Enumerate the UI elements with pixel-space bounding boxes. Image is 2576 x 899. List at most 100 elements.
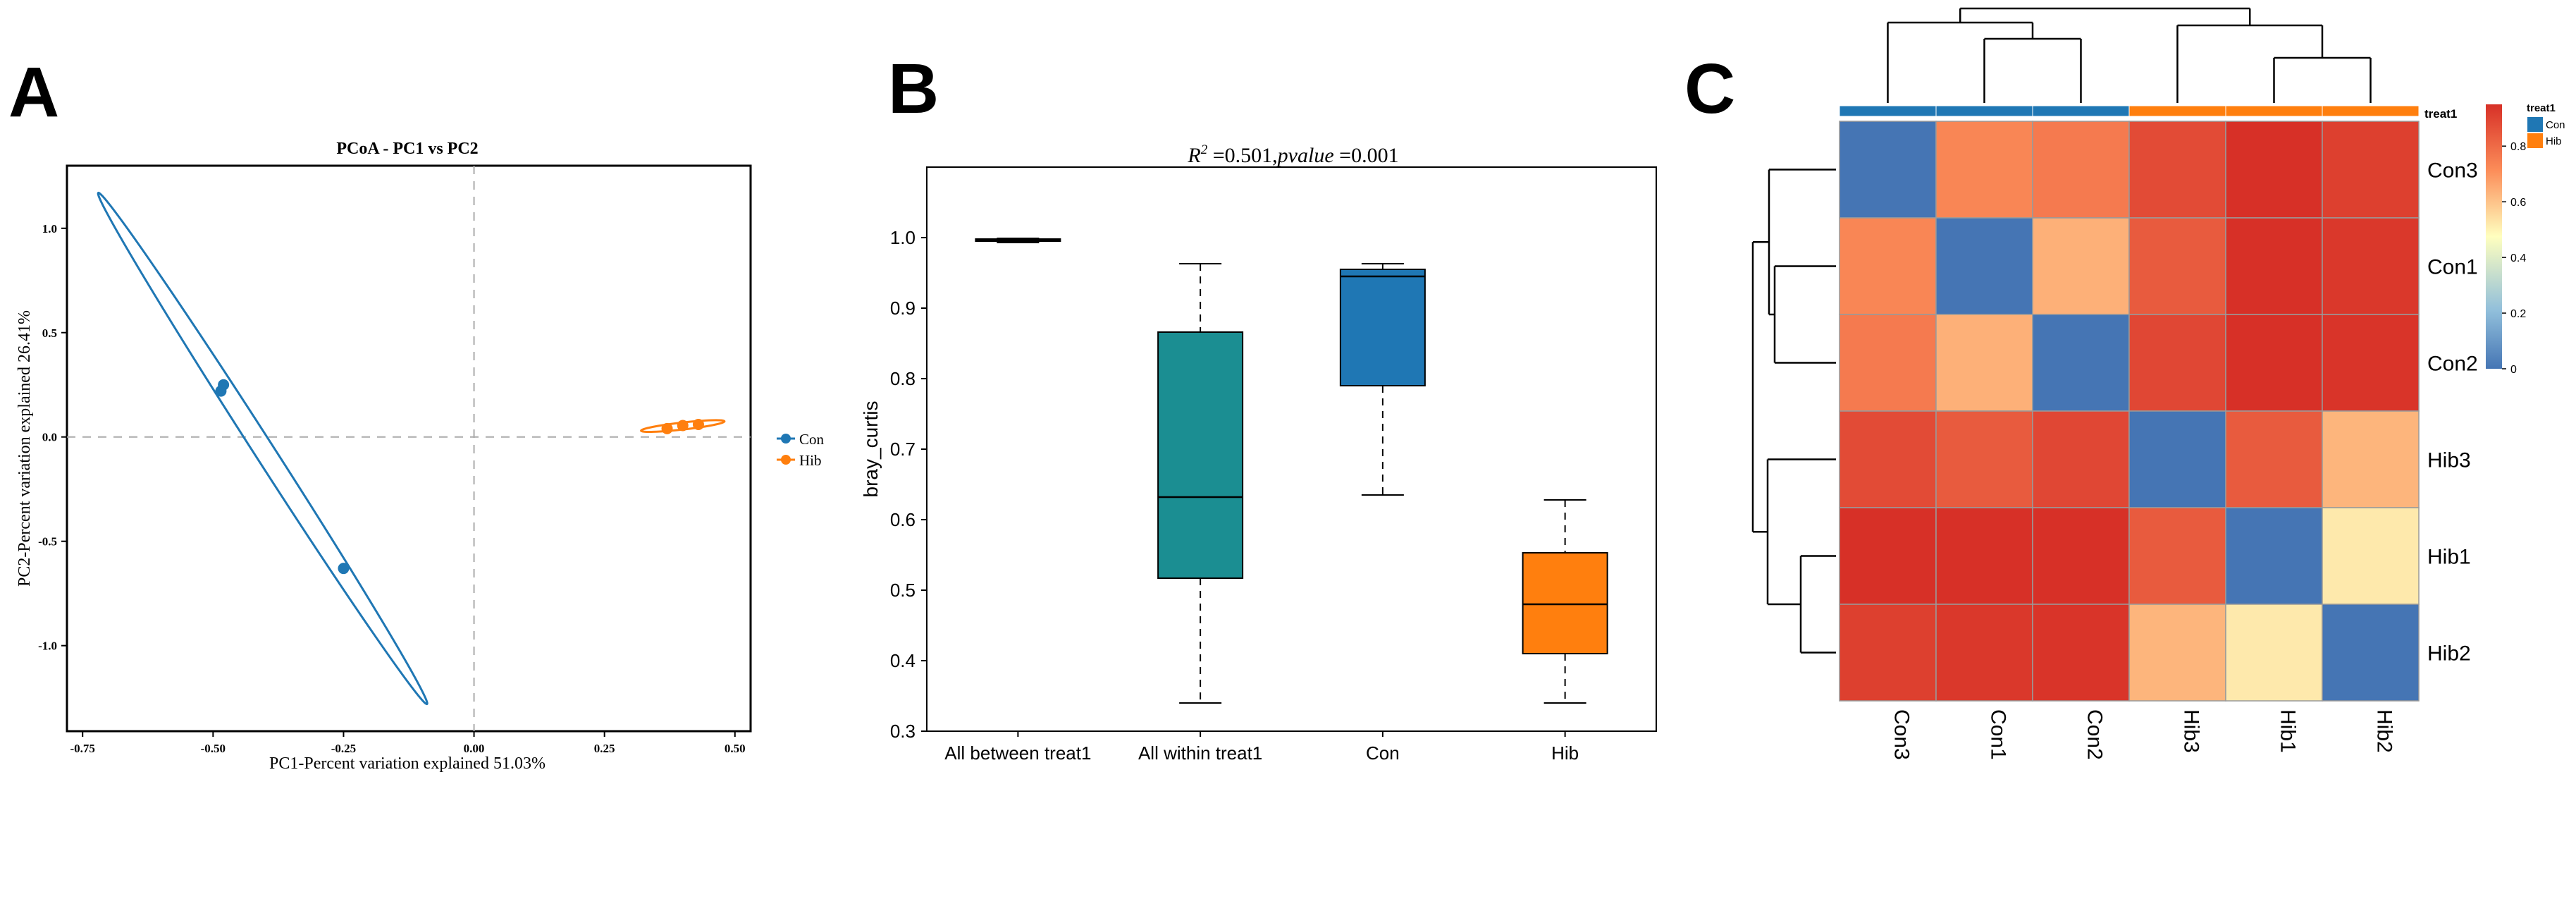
legend-hib-label: Hib xyxy=(799,452,822,469)
pcoa-ellipse-con xyxy=(97,191,429,706)
heatmap-legend-con-label: Con xyxy=(2546,119,2565,131)
pcoa-zero-lines xyxy=(67,166,751,731)
pcoa-y-tick-label: -1.0 xyxy=(38,640,57,653)
pcoa-x-tick-label: -0.50 xyxy=(201,742,226,755)
box-x-tick-label: Hib xyxy=(1551,742,1579,764)
heatmap-cell-con3-con1 xyxy=(1935,121,2033,219)
heatmap-colorbar-tick-label: 0.6 xyxy=(2510,197,2526,209)
pcoa-chart: PCoA - PC1 vs PC2 -0.75 -0.50 -0.25 0.00 0.2… xyxy=(16,140,825,773)
heatmap-column-dendrogram xyxy=(1887,7,2372,103)
box-y-tick-label: 0.5 xyxy=(890,580,916,601)
pcoa-point-con-3 xyxy=(338,563,350,575)
heatmap-cell-con1-con3 xyxy=(1839,217,1937,315)
heatmap-cell-hib2-hib1 xyxy=(2225,604,2323,702)
heatmap-cell-hib3-hib3 xyxy=(2128,410,2226,508)
box-boxes xyxy=(975,238,1608,704)
heatmap-cell-con1-con1 xyxy=(1935,217,2033,315)
heatmap-column-label: Hib3 xyxy=(2180,709,2203,753)
heatmap-colorbar-tick-label: 0.4 xyxy=(2510,252,2526,264)
heatmap-cell-con3-hib3 xyxy=(2128,121,2226,219)
heatmap-row-label: Con1 xyxy=(2427,256,2478,279)
heatmap-chart: treat1 Con3 Con1 Con2 Hib3 Hib1 Hib2 Con3 Con1… xyxy=(1751,7,2565,760)
heatmap-annotation-cell-con1 xyxy=(1935,105,2033,117)
heatmap-cell-hib3-con3 xyxy=(1839,410,1937,508)
heatmap-row-label: Hib3 xyxy=(2427,449,2471,472)
heatmap-column-annotation xyxy=(1839,105,2420,117)
heatmap-cell-con3-con3 xyxy=(1839,121,1937,219)
heatmap-cell-hib1-hib3 xyxy=(2128,507,2226,605)
heatmap-row-labels: Con3 Con1 Con2 Hib3 Hib1 Hib2 xyxy=(2427,159,2478,666)
heatmap-annotation-cell-hib1 xyxy=(2225,105,2323,117)
box-y-tick-label: 0.4 xyxy=(890,650,916,671)
heatmap-cell-con2-hib3 xyxy=(2128,314,2226,412)
pcoa-y-axis-label: PC2-Percent variation explained 26.41% xyxy=(16,310,34,587)
box-y-tick-label: 1.0 xyxy=(890,227,916,248)
heatmap-column-label: Con3 xyxy=(1890,709,1913,760)
pcoa-y-tick-label: 0.5 xyxy=(42,326,57,340)
pcoa-y-tick-label: 0.0 xyxy=(42,431,57,444)
heatmap-cell-con3-con2 xyxy=(2032,121,2130,219)
box-y-tick-label: 0.6 xyxy=(890,509,916,530)
heatmap-colorbar-tick-label: 0.2 xyxy=(2510,308,2526,320)
box-title: R2 =0.501,pvalue =0.001 xyxy=(1187,142,1398,167)
heatmap-cell-hib3-con1 xyxy=(1935,410,2033,508)
heatmap-cell-hib1-con2 xyxy=(2032,507,2130,605)
heatmap-annotation-cell-hib2 xyxy=(2322,105,2420,117)
pcoa-x-tick-label: 0.00 xyxy=(464,742,485,755)
heatmap-annotation-title: treat1 xyxy=(2424,107,2457,121)
heatmap-row-label: Hib1 xyxy=(2427,546,2471,569)
box-title-r2: 0.501 xyxy=(1225,144,1273,167)
heatmap-legend-title: treat1 xyxy=(2527,102,2556,114)
heatmap-legend-hib-swatch xyxy=(2527,133,2543,148)
heatmap-cell-hib2-hib3 xyxy=(2128,604,2226,702)
heatmap-cell-con2-con2 xyxy=(2032,314,2130,412)
heatmap-annotation-cell-con2 xyxy=(2032,105,2130,117)
box-y-axis-label: bray_curtis xyxy=(860,401,882,498)
pcoa-x-axis-label: PC1-Percent variation explained 51.03% xyxy=(269,754,546,773)
heatmap-cell-hib2-con2 xyxy=(2032,604,2130,702)
heatmap-legend-con-swatch xyxy=(2527,117,2543,132)
box-1 xyxy=(975,238,1061,243)
pcoa-ellipses xyxy=(97,191,726,706)
heatmap-cells xyxy=(1839,121,2420,702)
heatmap-cell-con3-hib1 xyxy=(2225,121,2323,219)
heatmap-legend-hib-label: Hib xyxy=(2546,135,2562,147)
heatmap-column-label: Hib2 xyxy=(2373,709,2396,753)
pcoa-x-tick-label: -0.75 xyxy=(70,742,95,755)
pcoa-point-hib-2 xyxy=(677,420,689,432)
heatmap-cell-hib2-con1 xyxy=(1935,604,2033,702)
heatmap-row-label: Con3 xyxy=(2427,159,2478,183)
heatmap-cell-hib1-con1 xyxy=(1935,507,2033,605)
heatmap-cell-hib2-con3 xyxy=(1839,604,1937,702)
pcoa-points xyxy=(215,379,704,575)
box-3 xyxy=(1339,263,1426,496)
pcoa-x-ticks: -0.75 -0.50 -0.25 0.00 0.25 0.50 xyxy=(70,731,746,755)
box-y-ticks: 0.3 0.4 0.5 0.6 0.7 0.8 0.9 1.0 xyxy=(890,227,927,742)
heatmap-cell-con2-hib1 xyxy=(2225,314,2323,412)
box-y-tick-label: 0.3 xyxy=(890,721,916,742)
heatmap-colorbar xyxy=(2486,104,2502,369)
heatmap-cell-con2-hib2 xyxy=(2322,314,2420,412)
heatmap-column-label: Con2 xyxy=(2083,709,2107,760)
box-y-tick-label: 0.9 xyxy=(890,298,916,319)
pcoa-x-tick-label: 0.50 xyxy=(725,742,746,755)
heatmap-cell-con3-hib2 xyxy=(2322,121,2420,219)
box-iqr xyxy=(1157,331,1244,579)
heatmap-column-label: Hib1 xyxy=(2276,709,2300,753)
box-iqr xyxy=(1522,552,1608,654)
heatmap-cell-con1-hib2 xyxy=(2322,217,2420,315)
pcoa-title: PCoA - PC1 vs PC2 xyxy=(336,140,478,158)
heatmap-cell-hib3-hib1 xyxy=(2225,410,2323,508)
heatmap-colorbar-tick-label: 0.8 xyxy=(2510,141,2526,153)
pcoa-y-tick-label: -0.5 xyxy=(38,535,57,549)
box-iqr xyxy=(1339,269,1426,386)
pcoa-x-tick-label: 0.25 xyxy=(594,742,615,755)
heatmap-row-dendrogram xyxy=(1751,169,1836,654)
heatmap-column-label: Con1 xyxy=(1987,709,2010,760)
legend-con-marker xyxy=(781,434,791,444)
panel-label-b: B xyxy=(888,49,939,128)
pcoa-plot-frame xyxy=(66,164,752,733)
pcoa-point-hib-1 xyxy=(661,422,673,434)
pcoa-y-ticks: 1.0 0.5 0.0 -0.5 -1.0 xyxy=(38,222,67,653)
